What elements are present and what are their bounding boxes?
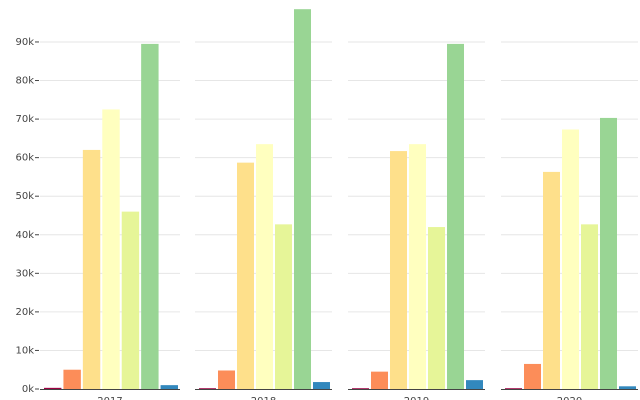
bar [371, 371, 388, 389]
bar [218, 370, 235, 389]
bar [466, 380, 483, 389]
x-tick-label: 2020 [557, 396, 582, 400]
bar [199, 388, 216, 389]
y-tick-label: 50k [15, 191, 34, 202]
bar [121, 211, 140, 389]
y-tick-label: 30k [15, 268, 34, 279]
y-tick-label: 70k [15, 114, 34, 125]
bar [505, 388, 522, 389]
bar [237, 162, 254, 389]
bar [447, 43, 464, 389]
y-tick-label: 10k [15, 345, 34, 356]
bar [63, 369, 81, 389]
bar [352, 388, 369, 389]
bar [619, 386, 636, 389]
bar [313, 382, 330, 389]
x-tick-label: 2019 [404, 396, 429, 400]
bar [160, 385, 178, 389]
y-tick-label: 0k [22, 384, 34, 395]
x-tick-label: 2018 [251, 396, 276, 400]
bar [256, 144, 273, 389]
y-tick-label: 40k [15, 230, 34, 241]
bar [409, 144, 426, 389]
bar [102, 109, 120, 389]
bar [600, 117, 617, 389]
bar [390, 151, 407, 389]
y-tick-label: 60k [15, 153, 34, 164]
bar [141, 43, 159, 389]
bar [562, 129, 579, 389]
y-tick-label: 90k [15, 37, 34, 48]
bar [275, 224, 292, 389]
y-tick-label: 20k [15, 307, 34, 318]
bar [294, 9, 311, 390]
bar [581, 224, 598, 389]
bar [543, 171, 560, 389]
bar [82, 149, 101, 389]
bar [524, 363, 541, 389]
bar [44, 387, 62, 389]
y-tick-label: 80k [15, 76, 34, 87]
x-tick-label: 2017 [97, 396, 122, 400]
bar [428, 227, 445, 389]
